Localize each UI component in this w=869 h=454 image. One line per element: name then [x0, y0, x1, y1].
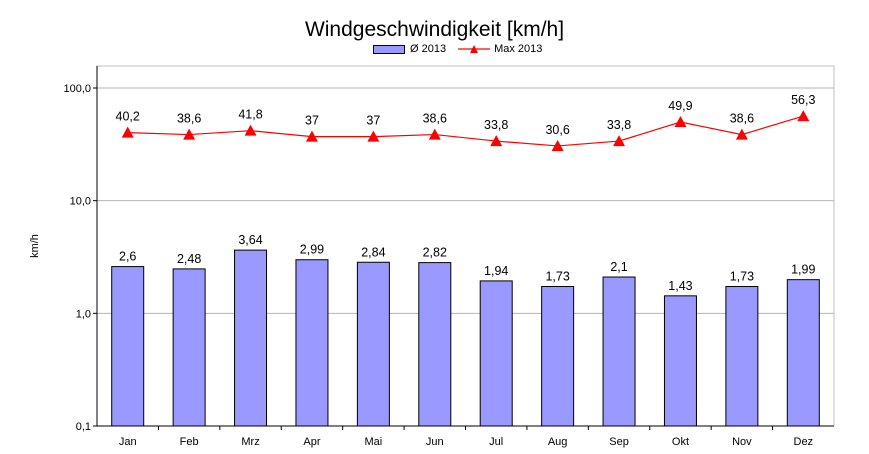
max-value-label: 38,6: [423, 112, 447, 126]
bar-value-label: 3,64: [238, 233, 262, 247]
max-marker: [490, 135, 503, 147]
max-value-label: 38,6: [730, 112, 754, 126]
bar: [295, 259, 329, 427]
bar-value-label: 2,82: [423, 246, 447, 260]
x-tick-label: Mai: [365, 436, 383, 448]
bar-value-label: 2,99: [300, 243, 324, 257]
max-marker: [551, 139, 564, 151]
bar-value-label: 2,6: [119, 250, 136, 264]
max-marker: [674, 116, 687, 128]
bar-value-label: 2,48: [177, 252, 201, 266]
max-value-label: 56,3: [791, 93, 815, 107]
bar: [725, 286, 759, 427]
y-tick-label: 100,0: [63, 83, 91, 95]
x-tick-label: Jun: [426, 436, 444, 448]
x-tick-label: Dez: [794, 436, 814, 448]
y-axis-label: km/h: [29, 234, 41, 258]
bar: [234, 249, 268, 427]
legend-item-avg: Ø 2013: [373, 43, 446, 55]
bar-value-label: 1,43: [668, 279, 692, 293]
bar-value-label: 1,73: [545, 270, 569, 284]
x-tick-label: Nov: [732, 436, 752, 448]
max-value-label: 38,6: [177, 112, 201, 126]
legend-label-avg: Ø 2013: [410, 43, 447, 55]
x-tick-label: Jul: [489, 436, 503, 448]
max-marker: [183, 128, 196, 140]
bar-value-label: 1,94: [484, 264, 508, 278]
max-marker: [305, 130, 318, 142]
y-tick-label: 0,1: [76, 421, 91, 433]
max-marker: [244, 124, 257, 136]
chart-title: Windgeschwindigkeit [km/h]: [304, 18, 565, 41]
x-tick-label: Feb: [180, 436, 199, 448]
max-marker: [428, 128, 441, 140]
x-tick-label: Sep: [609, 436, 629, 448]
bar: [111, 266, 145, 427]
legend-swatch-line: [458, 45, 491, 53]
max-value-label: 37: [366, 114, 380, 128]
max-marker: [797, 110, 810, 122]
plot-frame: [96, 65, 835, 427]
max-marker: [121, 126, 134, 138]
y-tick-label: 1,0: [76, 308, 91, 320]
bar: [172, 268, 206, 427]
bar-value-label: 1,99: [791, 263, 815, 277]
legend-label-max: Max 2013: [494, 43, 543, 55]
max-value-label: 33,8: [484, 118, 508, 132]
x-tick-label: Mrz: [241, 436, 259, 448]
x-tick-label: Okt: [672, 436, 689, 448]
bar-value-label: 1,73: [730, 270, 754, 284]
legend-item-max: Max 2013: [458, 43, 542, 55]
bar: [663, 295, 697, 427]
bar: [786, 279, 820, 427]
x-tick-label: Apr: [303, 436, 320, 448]
legend-swatch-bar: [373, 44, 405, 54]
max-marker: [613, 135, 626, 147]
bar: [479, 280, 513, 427]
bar: [418, 262, 452, 427]
max-value-label: 40,2: [116, 110, 140, 124]
x-tick-label: Jan: [119, 436, 137, 448]
max-value-label: 49,9: [668, 99, 692, 113]
max-value-label: 41,8: [238, 108, 262, 122]
bar-value-label: 2,84: [361, 245, 385, 259]
max-line: [127, 115, 804, 147]
max-value-label: 30,6: [545, 123, 569, 137]
bar: [541, 286, 575, 427]
max-value-label: 37: [305, 114, 319, 128]
bar-value-label: 2,1: [610, 260, 627, 274]
legend: Ø 2013 Max 2013: [373, 42, 554, 56]
bar: [356, 261, 390, 427]
max-marker: [735, 128, 748, 140]
x-tick-label: Aug: [548, 436, 568, 448]
y-tick-label: 10,0: [70, 196, 91, 208]
max-marker: [367, 130, 380, 142]
max-value-label: 33,8: [607, 118, 631, 132]
bar: [602, 276, 636, 427]
